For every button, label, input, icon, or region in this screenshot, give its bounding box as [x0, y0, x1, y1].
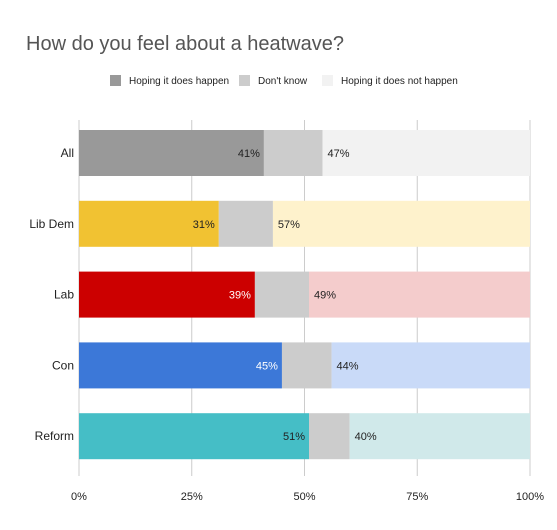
category-label: Lib Dem: [29, 217, 74, 231]
x-tick-label: 25%: [181, 491, 203, 503]
data-label-not-happen: 49%: [314, 290, 336, 302]
bars: 41% 47% 31% 57% 39% 49% 45% 44% 51% 40%: [79, 130, 530, 460]
data-label-not-happen: 40%: [355, 431, 377, 443]
chart-title: How do you feel about a heatwave?: [26, 33, 344, 55]
legend-swatch: [322, 75, 333, 86]
legend-label: Hoping it does happen: [129, 76, 229, 87]
category-label: Reform: [35, 429, 74, 443]
x-tick-label: 50%: [293, 491, 315, 503]
data-label-happen: 41%: [238, 148, 260, 160]
data-label-not-happen: 57%: [278, 219, 300, 231]
category-label: All: [61, 146, 74, 160]
category-label: Lab: [54, 288, 74, 302]
bar-hoping-it-does-not-happen: [322, 130, 530, 176]
legend-swatch: [239, 75, 250, 86]
bar-dont-know: [254, 271, 310, 318]
data-label-not-happen: 44%: [337, 360, 359, 372]
bar-dont-know: [309, 413, 350, 460]
data-label-happen: 51%: [283, 431, 305, 443]
bar-hoping-it-does-happen: [79, 130, 264, 176]
bar-dont-know: [281, 342, 332, 389]
data-label-not-happen: 47%: [328, 148, 350, 160]
category-labels: All Lib Dem Lab Con Reform: [29, 146, 74, 443]
data-label-happen: 45%: [256, 360, 278, 372]
bar-hoping-it-does-happen: [79, 413, 310, 460]
x-tick-label: 0%: [71, 491, 87, 503]
bar-dont-know: [218, 200, 273, 247]
bar-dont-know: [263, 130, 323, 176]
data-label-happen: 39%: [229, 290, 251, 302]
x-tick-labels: 0% 25% 50% 75% 100%: [71, 491, 544, 503]
legend-label: Don't know: [258, 76, 308, 87]
bar-hoping-it-does-not-happen: [331, 342, 530, 389]
category-label: Con: [52, 358, 74, 372]
bar-hoping-it-does-not-happen: [272, 200, 530, 247]
data-label-happen: 31%: [193, 219, 215, 231]
bar-hoping-it-does-happen: [79, 271, 255, 318]
x-tick-label: 100%: [516, 491, 544, 503]
legend-label: Hoping it does not happen: [341, 76, 458, 87]
bar-hoping-it-does-happen: [79, 200, 219, 247]
legend-swatch: [110, 75, 121, 86]
x-tick-label: 75%: [406, 491, 428, 503]
bar-hoping-it-does-not-happen: [349, 413, 530, 460]
bar-hoping-it-does-not-happen: [309, 271, 530, 318]
legend: Hoping it does happen Don't know Hoping it…: [110, 75, 458, 87]
bar-hoping-it-does-happen: [79, 342, 282, 389]
